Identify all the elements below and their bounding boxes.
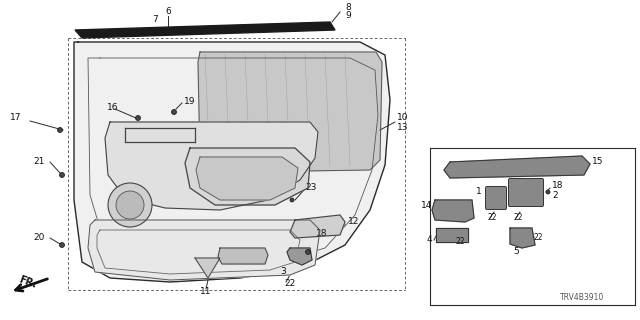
Text: 10: 10 bbox=[397, 114, 408, 123]
Text: 5: 5 bbox=[513, 247, 519, 257]
FancyBboxPatch shape bbox=[486, 187, 506, 210]
Polygon shape bbox=[185, 148, 310, 205]
Text: 3: 3 bbox=[280, 268, 285, 276]
Text: 22: 22 bbox=[488, 213, 497, 222]
FancyBboxPatch shape bbox=[509, 179, 543, 206]
Polygon shape bbox=[105, 122, 318, 210]
Circle shape bbox=[136, 116, 141, 121]
Text: 21: 21 bbox=[33, 157, 44, 166]
Polygon shape bbox=[74, 42, 390, 282]
Text: 15: 15 bbox=[592, 157, 604, 166]
Polygon shape bbox=[287, 248, 312, 265]
Circle shape bbox=[172, 109, 177, 115]
Text: TRV4B3910: TRV4B3910 bbox=[560, 293, 604, 302]
Polygon shape bbox=[198, 52, 382, 172]
Text: 22: 22 bbox=[284, 278, 295, 287]
Text: 22: 22 bbox=[456, 237, 465, 246]
Polygon shape bbox=[510, 228, 535, 248]
Text: 11: 11 bbox=[200, 287, 212, 297]
Text: 13: 13 bbox=[397, 123, 408, 132]
Circle shape bbox=[108, 183, 152, 227]
Text: 17: 17 bbox=[10, 114, 22, 123]
Polygon shape bbox=[196, 157, 298, 200]
Circle shape bbox=[60, 243, 65, 247]
Polygon shape bbox=[218, 248, 268, 264]
Polygon shape bbox=[290, 215, 345, 238]
Text: 8: 8 bbox=[345, 4, 351, 12]
Text: 18: 18 bbox=[316, 228, 328, 237]
Text: 1: 1 bbox=[476, 188, 482, 196]
Text: 22: 22 bbox=[534, 234, 543, 243]
Polygon shape bbox=[432, 200, 474, 222]
Text: 22: 22 bbox=[514, 213, 524, 222]
Text: 2: 2 bbox=[552, 190, 557, 199]
Circle shape bbox=[58, 127, 63, 132]
Text: 20: 20 bbox=[33, 234, 44, 243]
Text: 19: 19 bbox=[184, 98, 195, 107]
Polygon shape bbox=[75, 22, 335, 38]
Text: 4: 4 bbox=[426, 236, 432, 244]
Polygon shape bbox=[444, 156, 590, 178]
Polygon shape bbox=[88, 220, 320, 280]
Text: 12: 12 bbox=[348, 218, 360, 227]
Circle shape bbox=[546, 190, 550, 194]
Text: 14: 14 bbox=[420, 201, 432, 210]
Text: FR.: FR. bbox=[18, 274, 38, 290]
Circle shape bbox=[305, 250, 310, 254]
Text: 23: 23 bbox=[305, 183, 316, 193]
Text: 16: 16 bbox=[106, 103, 118, 113]
Circle shape bbox=[290, 198, 294, 202]
Text: 9: 9 bbox=[345, 12, 351, 20]
Polygon shape bbox=[436, 228, 468, 242]
Text: 6: 6 bbox=[165, 7, 171, 17]
Text: 7: 7 bbox=[152, 15, 158, 25]
Circle shape bbox=[116, 191, 144, 219]
Circle shape bbox=[60, 172, 65, 178]
Text: 18: 18 bbox=[552, 180, 563, 189]
Polygon shape bbox=[195, 258, 220, 278]
